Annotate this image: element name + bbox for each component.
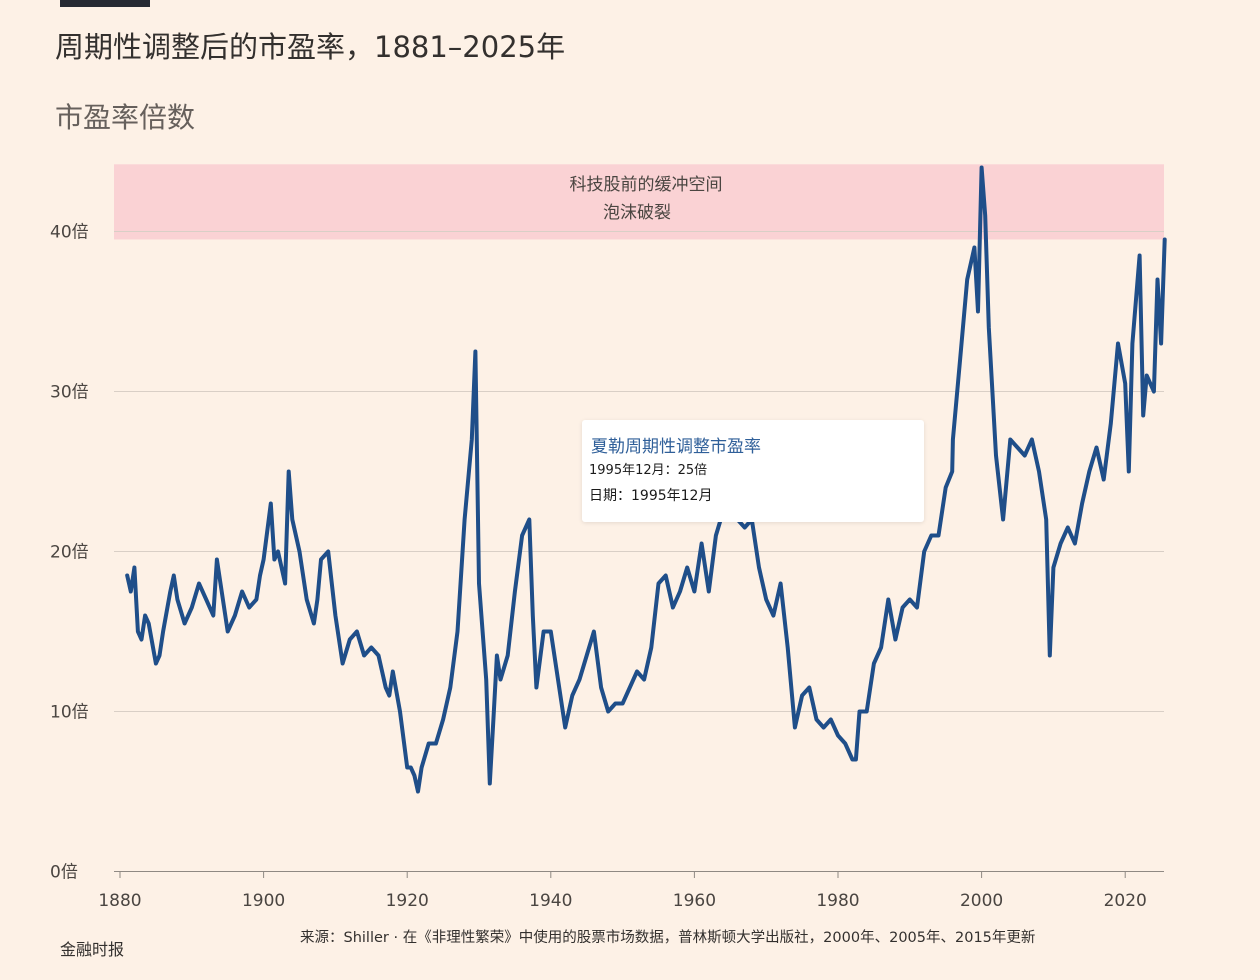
x-tick-label: 1940 (529, 891, 572, 911)
y-tick-label: 0倍 (50, 863, 78, 883)
x-tick-label: 2000 (960, 891, 1003, 911)
x-tick-label: 1900 (242, 891, 285, 911)
y-tick-label: 40倍 (50, 223, 89, 243)
publisher-logo: 金融时报 (60, 940, 125, 959)
series-line (125, 165, 1167, 794)
tooltip-value: 1995年12月：25倍 (589, 463, 708, 478)
x-tick-label: 1920 (386, 891, 429, 911)
top-rule (60, 0, 150, 7)
x-tick-label: 1960 (673, 891, 716, 911)
tooltip-title: 夏勒周期性调整市盈率 (591, 437, 761, 457)
chart-subtitle: 市盈率倍数 (55, 101, 196, 134)
y-tick-label: 30倍 (50, 383, 89, 403)
x-tick-label: 2020 (1104, 891, 1147, 911)
x-tick-label: 1980 (816, 891, 859, 911)
x-tick-label: 1880 (98, 891, 141, 911)
source-note: 来源：Shiller · 在《非理性繁荣》中使用的股票市场数据，普林斯顿大学出版… (300, 930, 1036, 946)
band-label-line1: 科技股前的缓冲空间 (570, 175, 723, 195)
y-tick-label: 10倍 (50, 703, 89, 723)
y-tick-label: 20倍 (50, 543, 89, 563)
band-label-line2: 泡沫破裂 (603, 203, 671, 223)
chart-title: 周期性调整后的市盈率，1881–2025年 (55, 30, 566, 64)
tooltip-date: 日期：1995年12月 (589, 488, 713, 504)
tooltip: 夏勒周期性调整市盈率 1995年12月：25倍 日期：1995年12月 (582, 420, 924, 522)
highlight-band (114, 164, 1164, 240)
